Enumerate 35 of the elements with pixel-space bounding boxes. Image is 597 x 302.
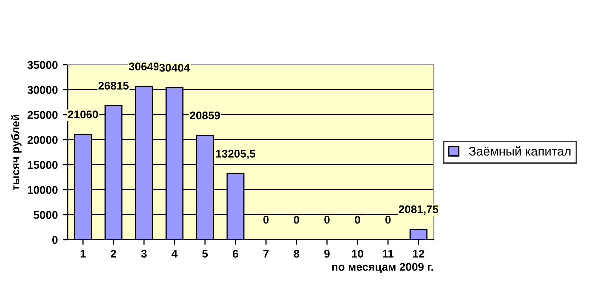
x-tick-label: 10	[352, 250, 364, 258]
data-label: 0	[386, 216, 391, 224]
y-axis-title: тысяч рублей	[11, 115, 22, 190]
y-tick-label: 25000	[28, 111, 58, 120]
data-label: 0	[324, 216, 330, 224]
x-tick-label: 8	[294, 250, 300, 258]
data-label: 21060	[68, 110, 98, 119]
x-tick-label: 12	[413, 250, 424, 258]
x-tick-label: 7	[264, 250, 269, 258]
x-tick-label: 11	[383, 250, 394, 258]
data-label: 0	[264, 216, 269, 224]
y-tick-label: 15000	[28, 161, 58, 170]
x-axis-title: по месяцам 2009 г.	[332, 263, 434, 274]
y-tick-label: 30000	[28, 86, 58, 94]
x-tick-label: 1	[80, 250, 86, 258]
data-label: 13205,5	[216, 150, 256, 160]
y-tick-label: 10000	[28, 186, 58, 194]
x-tick-label: 6	[233, 250, 238, 258]
data-label: 0	[355, 216, 360, 224]
data-label: 30649	[129, 62, 160, 71]
y-tick-label: 0	[52, 236, 58, 244]
x-tick-label: 9	[324, 250, 330, 258]
y-tick-label: 35000	[28, 61, 58, 70]
x-tick-label: 4	[172, 250, 178, 258]
data-label: 20859	[190, 112, 220, 120]
data-label: 26815	[98, 82, 129, 90]
data-label: 2081,75	[399, 206, 439, 216]
legend-label: Заёмный капитал	[469, 146, 571, 156]
data-label: 30404	[160, 64, 190, 72]
x-tick-label: 3	[141, 250, 147, 258]
y-tick-label: 20000	[28, 136, 58, 144]
x-tick-label: 5	[202, 250, 208, 258]
x-tick-label: 2	[111, 250, 116, 258]
y-tick-label: 5000	[34, 211, 58, 220]
data-label: 0	[294, 216, 300, 224]
